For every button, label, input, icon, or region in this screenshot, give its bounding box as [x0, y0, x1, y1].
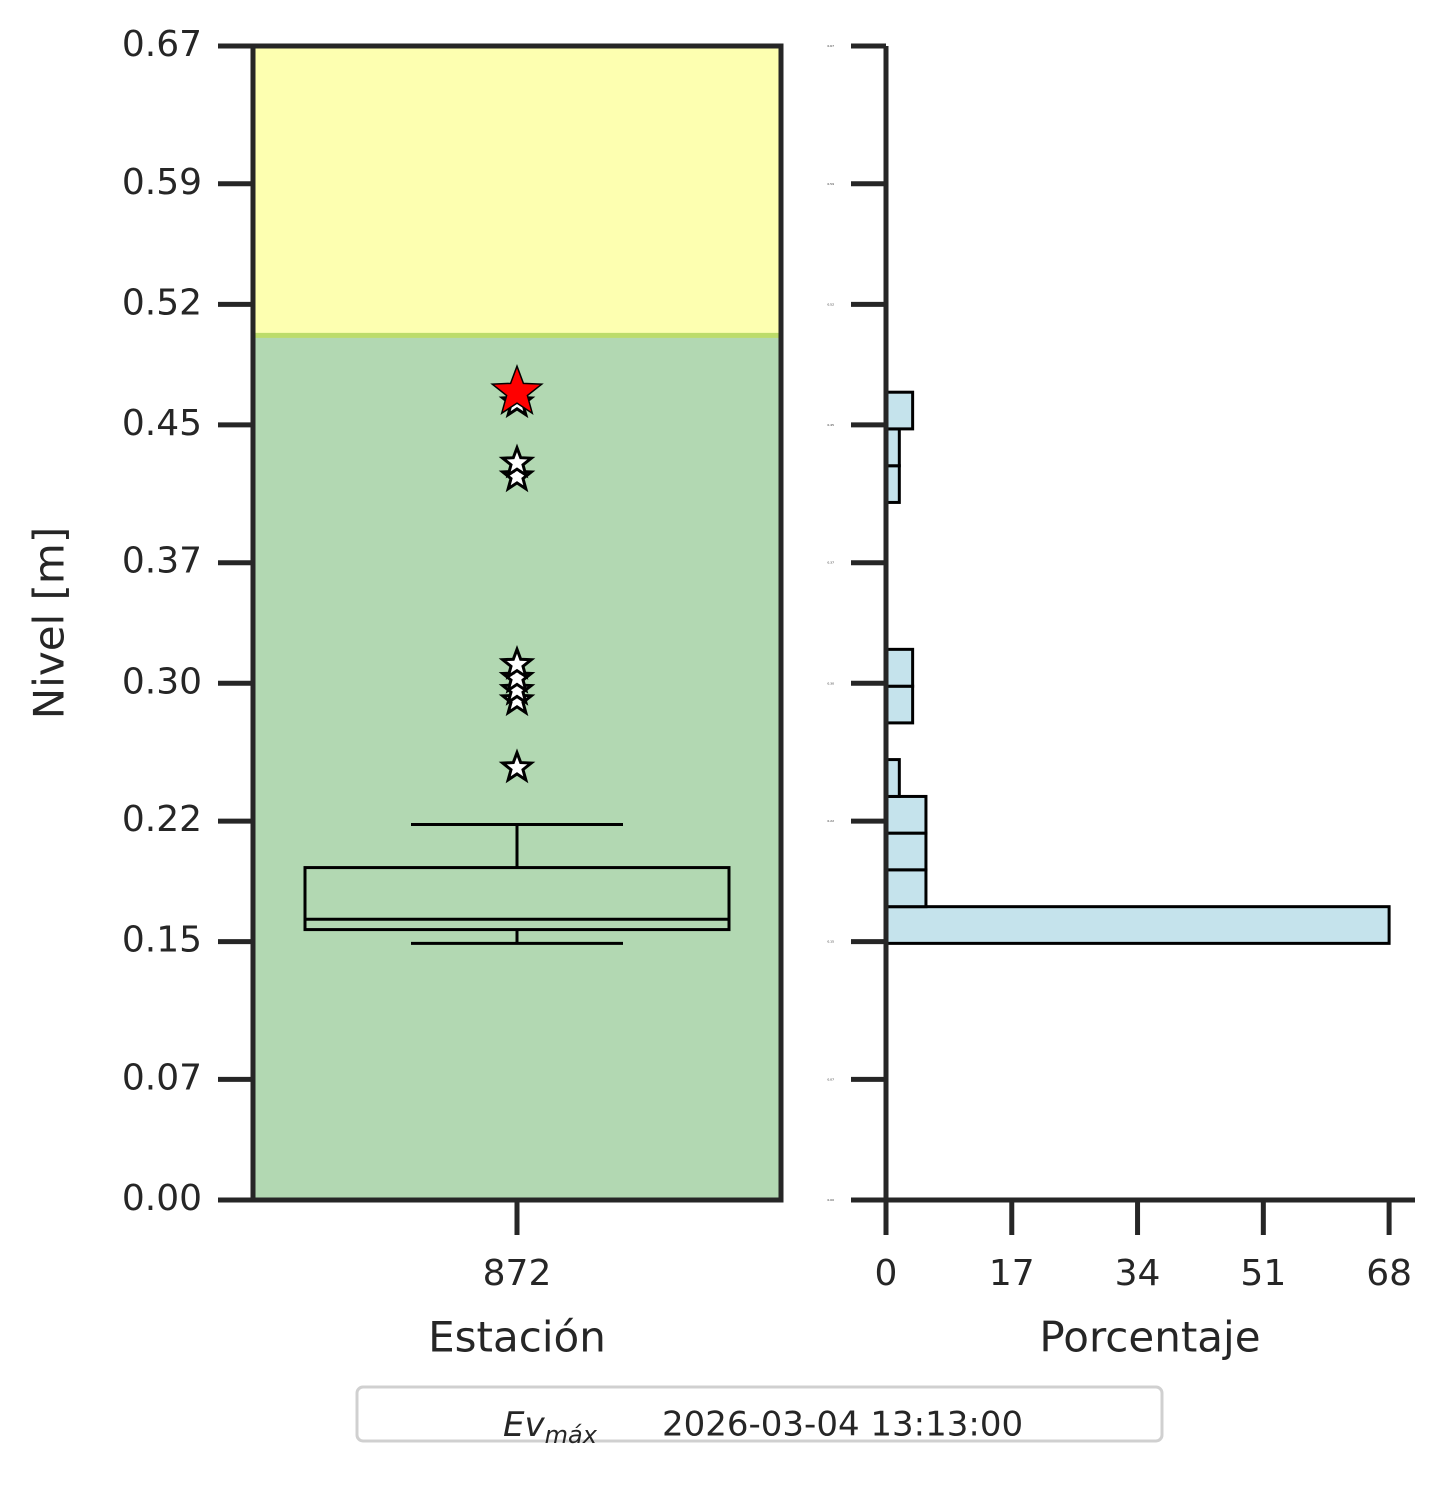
- legend-date: 2026-03-04 13:13:00: [662, 1405, 1023, 1445]
- outlier: [498, 670, 536, 706]
- y-tick-label: 0.07: [122, 1057, 202, 1098]
- y-tick-label: 0.59: [122, 162, 202, 203]
- y-tick-label: 0.67: [122, 24, 202, 65]
- x-axis-label: Porcentaje: [1039, 1313, 1260, 1362]
- hist-bar: [884, 390, 915, 431]
- legend-label-main: Ev: [503, 1405, 545, 1445]
- hist-bar: [884, 684, 915, 725]
- outlier: [498, 457, 536, 493]
- outlier: [498, 443, 536, 479]
- legend-label: Evmáx: [503, 1405, 598, 1450]
- box: [303, 866, 731, 932]
- legend: [355, 1385, 1164, 1443]
- y-tick-label: 0.07: [827, 1077, 834, 1081]
- y-tick-label: 0.52: [827, 302, 834, 306]
- max-event: [490, 364, 544, 415]
- x-tick-label: 68: [1366, 1253, 1412, 1294]
- hist-bar: [884, 905, 1391, 945]
- hist-bar: [884, 794, 928, 835]
- x-axis-label: Estación: [428, 1313, 606, 1362]
- y-tick-label: 0.15: [827, 940, 834, 944]
- y-tick-label: 0.45: [827, 423, 834, 427]
- outlier: [498, 658, 536, 694]
- x-tick-label: 872: [483, 1253, 552, 1294]
- y-tick-label: 0.37: [122, 541, 202, 582]
- y-tick-label: 0.37: [827, 561, 834, 565]
- x-tick-label: 17: [989, 1253, 1035, 1294]
- y-tick-label: 0.00: [827, 1198, 834, 1202]
- y-tick-label: 0.59: [827, 182, 834, 186]
- x-tick-label: 51: [1240, 1253, 1286, 1294]
- x-tick-label: 34: [1115, 1253, 1161, 1294]
- y-tick-label: 0.67: [827, 44, 834, 48]
- legend-label-sub: máx: [545, 1421, 598, 1449]
- y-tick-label: 0.00: [122, 1178, 202, 1219]
- outlier: [498, 645, 536, 680]
- y-tick-label: 0.22: [122, 799, 202, 840]
- outlier: [498, 748, 536, 784]
- hist-bar: [884, 647, 915, 688]
- y-tick-label: 0.30: [827, 681, 834, 685]
- hist-bar: [884, 868, 928, 909]
- y-tick-label: 0.22: [827, 819, 834, 823]
- outlier: [498, 681, 536, 717]
- y-tick-label: 0.52: [122, 282, 202, 323]
- hist-bar: [884, 831, 928, 872]
- y-tick-label: 0.15: [122, 920, 202, 961]
- y-axis-label: Nivel [m]: [25, 527, 74, 720]
- y-tick-label: 0.45: [122, 403, 202, 444]
- threshold-band: [253, 46, 781, 336]
- y-tick-label: 0.30: [122, 661, 202, 702]
- x-tick-label: 0: [875, 1253, 898, 1294]
